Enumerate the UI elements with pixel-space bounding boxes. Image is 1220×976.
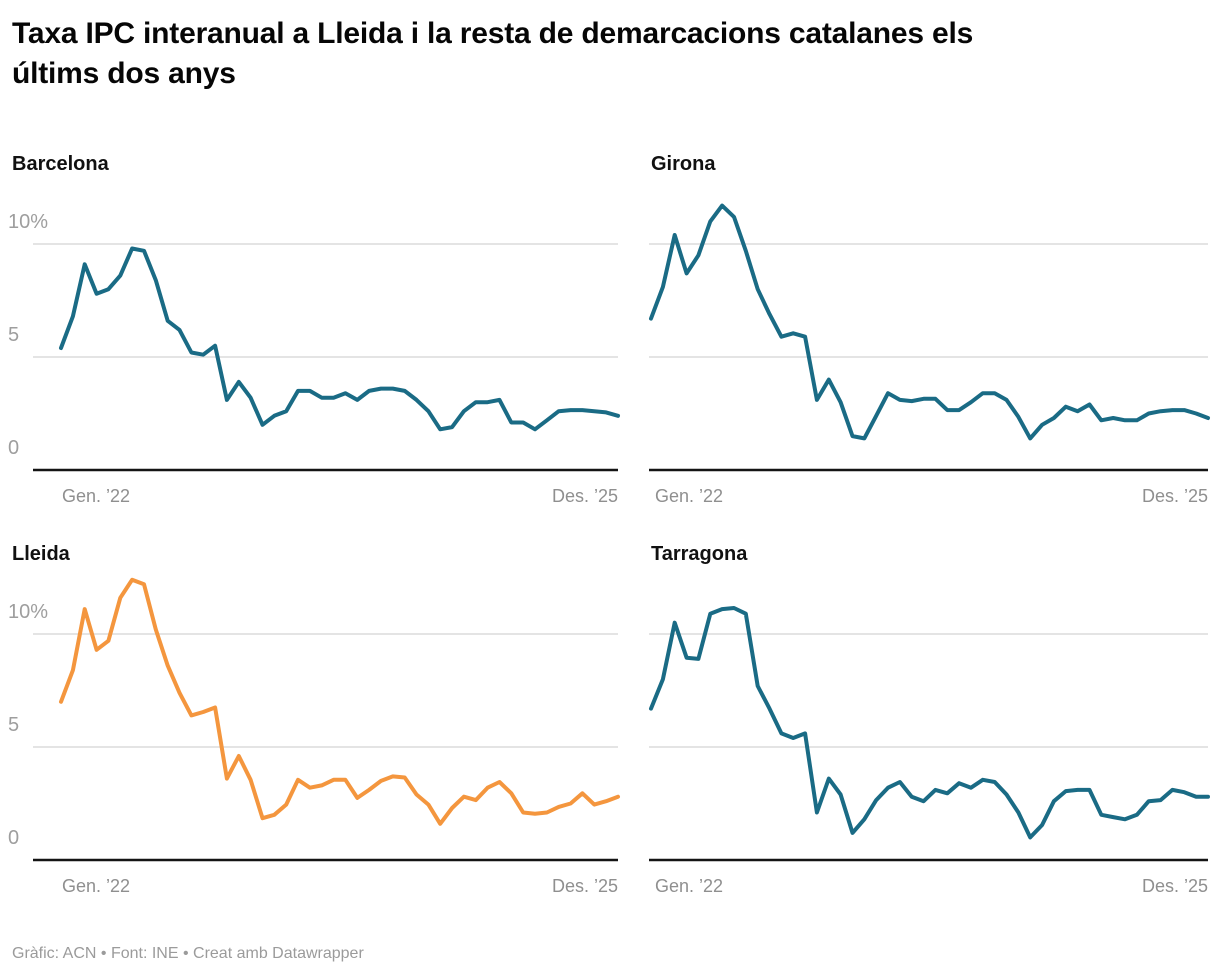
line-series-lleida [59,577,620,826]
panel-title-lleida: Lleida [12,543,70,565]
x-tick-end: Des. ’25 [551,876,618,896]
x-tick-start: Gen. ’22 [62,486,131,506]
line-series-barcelona [59,246,620,432]
x-tick-start: Gen. ’22 [62,876,131,896]
panel-title-barcelona: Barcelona [12,153,109,175]
x-axis-labels-girona: Gen. ’22 Des. ’25 [655,484,1208,508]
y-tick-10-row2: 10% [8,601,49,623]
x-tick-end: Des. ’25 [1141,486,1208,506]
x-tick-start: Gen. ’22 [655,486,724,506]
line-series-tarragona [649,606,1210,840]
x-tick-start: Gen. ’22 [655,876,724,896]
line-series-girona [649,203,1210,441]
y-tick-5-row2: 5 [8,714,20,736]
x-tick-end: Des. ’25 [1141,876,1208,896]
y-tick-0-row2: 0 [8,827,20,849]
y-tick-0-row1: 0 [8,437,20,459]
x-axis-labels-lleida: Gen. ’22 Des. ’25 [62,874,618,898]
footer-credit: Gràfic: ACN • Font: INE • Creat amb Data… [12,945,364,962]
y-tick-10-row1: 10% [8,211,49,233]
x-axis-labels-tarragona: Gen. ’22 Des. ’25 [655,874,1208,898]
x-tick-end: Des. ’25 [551,486,618,506]
y-tick-5-row1: 5 [8,324,20,346]
panel-title-tarragona: Tarragona [651,543,748,565]
x-axis-labels-barcelona: Gen. ’22 Des. ’25 [62,484,618,508]
panel-title-girona: Girona [651,153,716,175]
main-title: Taxa IPC interanual a Lleida i la resta … [12,17,974,90]
